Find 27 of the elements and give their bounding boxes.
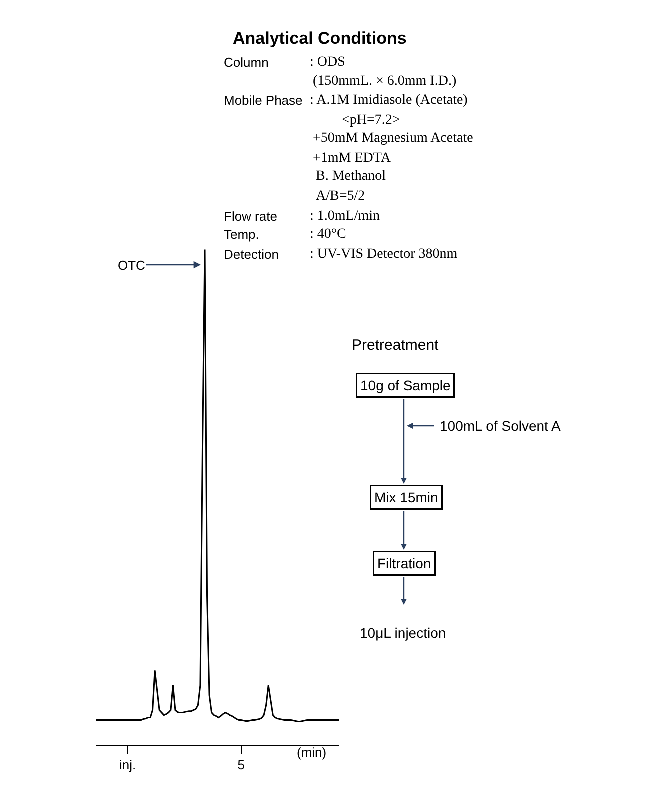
text: Mix 15min — [374, 490, 438, 506]
text: +50mM Magnesium Acetate — [313, 131, 474, 146]
text: 10g of Sample — [360, 378, 451, 394]
x-tick-label: 5 — [238, 758, 245, 773]
text: 100mL of Solvent A — [440, 418, 562, 434]
x-axis-title: (min) — [297, 745, 327, 760]
text: B. Methanol — [316, 169, 386, 184]
text: Flow rate — [224, 209, 278, 224]
text: Column — [224, 55, 269, 70]
text: <pH=7.2> — [342, 113, 400, 128]
text: 10μL injection — [360, 625, 446, 641]
text: : 1.0mL/min — [310, 209, 380, 224]
text: : 40°C — [310, 227, 346, 242]
chart-title: Analytical Conditions — [233, 28, 407, 48]
text: Temp. — [224, 227, 260, 242]
text: : A.1M Imidiasole (Acetate) — [310, 93, 468, 108]
annotation: Detection — [224, 247, 279, 262]
text: : ODS — [310, 55, 346, 70]
text: A/B=5/2 — [316, 189, 366, 204]
text: +1mM EDTA — [313, 151, 392, 166]
x-tick-label: inj. — [119, 758, 136, 773]
annotation: : UV-VIS Detector 380nm — [310, 247, 458, 262]
text: (150mmL. × 6.0mm I.D.) — [313, 74, 457, 89]
text: Filtration — [378, 556, 432, 572]
text: Pretreatment — [352, 337, 440, 354]
text: Mobile Phase — [224, 93, 303, 108]
annotation: OTC — [118, 258, 146, 273]
